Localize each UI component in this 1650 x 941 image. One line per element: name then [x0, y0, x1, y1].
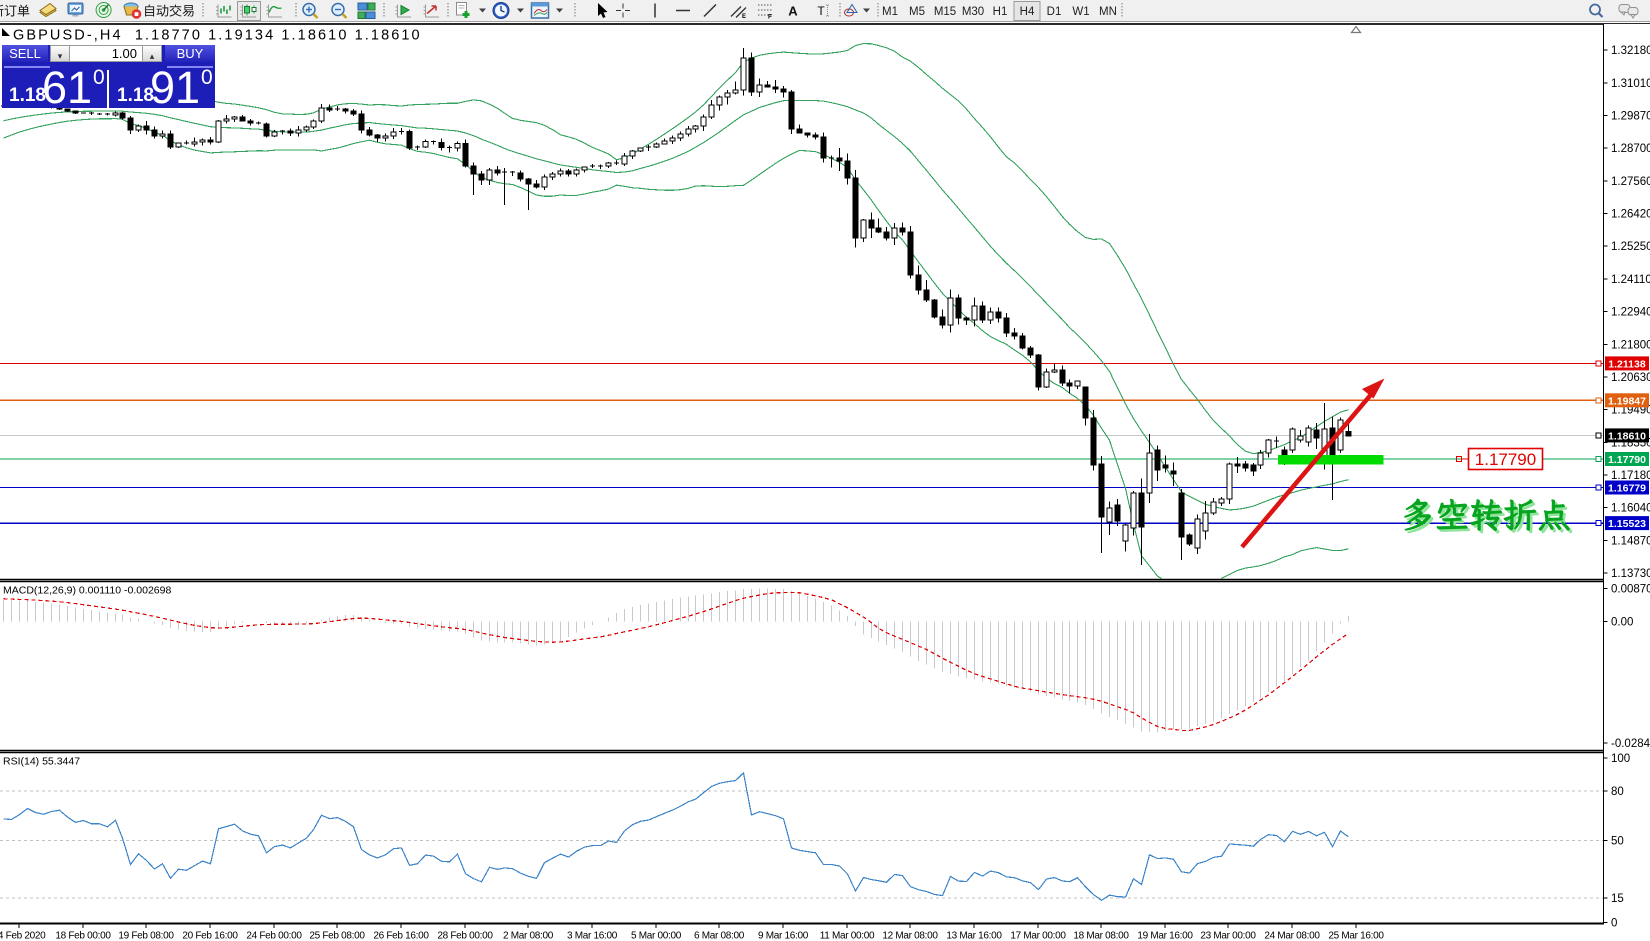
svg-text:26 Feb 16:00: 26 Feb 16:00 [373, 931, 429, 941]
svg-text:15: 15 [1611, 893, 1624, 905]
svg-text:H1: H1 [993, 6, 1008, 18]
svg-text:25 Feb 08:00: 25 Feb 08:00 [309, 931, 365, 941]
svg-text:14 Feb 2020: 14 Feb 2020 [0, 931, 46, 941]
svg-text:1.15523: 1.15523 [1608, 518, 1646, 530]
svg-text:1.28700: 1.28700 [1611, 143, 1650, 155]
svg-text:1.16779: 1.16779 [1608, 483, 1646, 495]
svg-text:13 Mar 16:00: 13 Mar 16:00 [946, 931, 1002, 941]
svg-text:12 Mar 08:00: 12 Mar 08:00 [882, 931, 938, 941]
svg-text:100: 100 [1611, 753, 1630, 765]
svg-text:1.13730: 1.13730 [1611, 568, 1650, 580]
svg-text:1.32180: 1.32180 [1611, 45, 1650, 57]
svg-text:1.14870: 1.14870 [1611, 535, 1650, 547]
svg-text:MN: MN [1099, 6, 1117, 18]
svg-text:1.16040: 1.16040 [1611, 503, 1650, 515]
svg-text:M15: M15 [934, 6, 956, 18]
svg-text:2 Mar 08:00: 2 Mar 08:00 [503, 931, 554, 941]
svg-text:1.26420: 1.26420 [1611, 209, 1650, 221]
svg-text:80: 80 [1611, 786, 1624, 798]
svg-text:1.18610: 1.18610 [1608, 430, 1646, 442]
svg-text:1.17790: 1.17790 [1475, 450, 1536, 469]
svg-text:1.19847: 1.19847 [1608, 395, 1646, 407]
svg-text:1.25250: 1.25250 [1611, 241, 1650, 253]
svg-text:1.19490: 1.19490 [1611, 405, 1650, 417]
svg-text:1.21800: 1.21800 [1611, 339, 1650, 351]
svg-text:1.29870: 1.29870 [1611, 111, 1650, 123]
svg-text:9 Mar 16:00: 9 Mar 16:00 [758, 931, 809, 941]
svg-text:24 Mar 08:00: 24 Mar 08:00 [1264, 931, 1320, 941]
svg-text:18 Mar 08:00: 18 Mar 08:00 [1073, 931, 1129, 941]
svg-text:1.17790: 1.17790 [1608, 454, 1646, 466]
svg-text:19 Mar 16:00: 19 Mar 16:00 [1137, 931, 1193, 941]
svg-text:-0.028436: -0.028436 [1611, 738, 1650, 750]
svg-text:0: 0 [1611, 918, 1617, 930]
svg-text:1.20630: 1.20630 [1611, 372, 1650, 384]
svg-text:H4: H4 [1020, 6, 1035, 18]
svg-text:5 Mar 00:00: 5 Mar 00:00 [631, 931, 682, 941]
svg-text:11 Mar 00:00: 11 Mar 00:00 [820, 931, 875, 941]
svg-text:W1: W1 [1072, 6, 1089, 18]
svg-text:MACD(12,26,9) 0.001110 -0.0026: MACD(12,26,9) 0.001110 -0.002698 [3, 585, 171, 597]
svg-text:1.31010: 1.31010 [1611, 78, 1650, 90]
svg-text:28 Feb 00:00: 28 Feb 00:00 [437, 931, 493, 941]
svg-text:20 Feb 16:00: 20 Feb 16:00 [182, 931, 238, 941]
svg-text:T: T [817, 4, 825, 18]
svg-text:24 Feb 00:00: 24 Feb 00:00 [246, 931, 302, 941]
svg-text:M1: M1 [882, 6, 898, 18]
svg-text:18 Feb 00:00: 18 Feb 00:00 [55, 931, 111, 941]
svg-text:RSI(14) 55.3447: RSI(14) 55.3447 [3, 756, 80, 768]
svg-text:0.008707: 0.008707 [1611, 584, 1650, 596]
svg-text:50: 50 [1611, 835, 1624, 847]
svg-text:6 Mar 08:00: 6 Mar 08:00 [694, 931, 745, 941]
svg-text:E: E [742, 14, 746, 20]
svg-text:A: A [788, 4, 798, 19]
svg-text:1.17180: 1.17180 [1611, 470, 1650, 482]
svg-text:M30: M30 [962, 6, 984, 18]
svg-text:D1: D1 [1047, 6, 1062, 18]
svg-text:1.21138: 1.21138 [1608, 358, 1646, 370]
svg-text:23 Mar 00:00: 23 Mar 00:00 [1200, 931, 1256, 941]
svg-text:M5: M5 [909, 6, 925, 18]
svg-text:3 Mar 16:00: 3 Mar 16:00 [567, 931, 618, 941]
svg-text:1.24110: 1.24110 [1611, 274, 1650, 286]
svg-text:17 Mar 00:00: 17 Mar 00:00 [1010, 931, 1066, 941]
svg-text:25 Mar 16:00: 25 Mar 16:00 [1328, 931, 1384, 941]
svg-text:F: F [768, 14, 772, 21]
svg-text:19 Feb 08:00: 19 Feb 08:00 [118, 931, 174, 941]
svg-text:1.22940: 1.22940 [1611, 307, 1650, 319]
svg-text:GBPUSD-,H4 1.18770 1.19134 1.: GBPUSD-,H4 1.18770 1.19134 1.18610 1.186… [13, 28, 422, 44]
svg-text:0.00: 0.00 [1611, 617, 1633, 629]
svg-text:1.27560: 1.27560 [1611, 176, 1650, 188]
